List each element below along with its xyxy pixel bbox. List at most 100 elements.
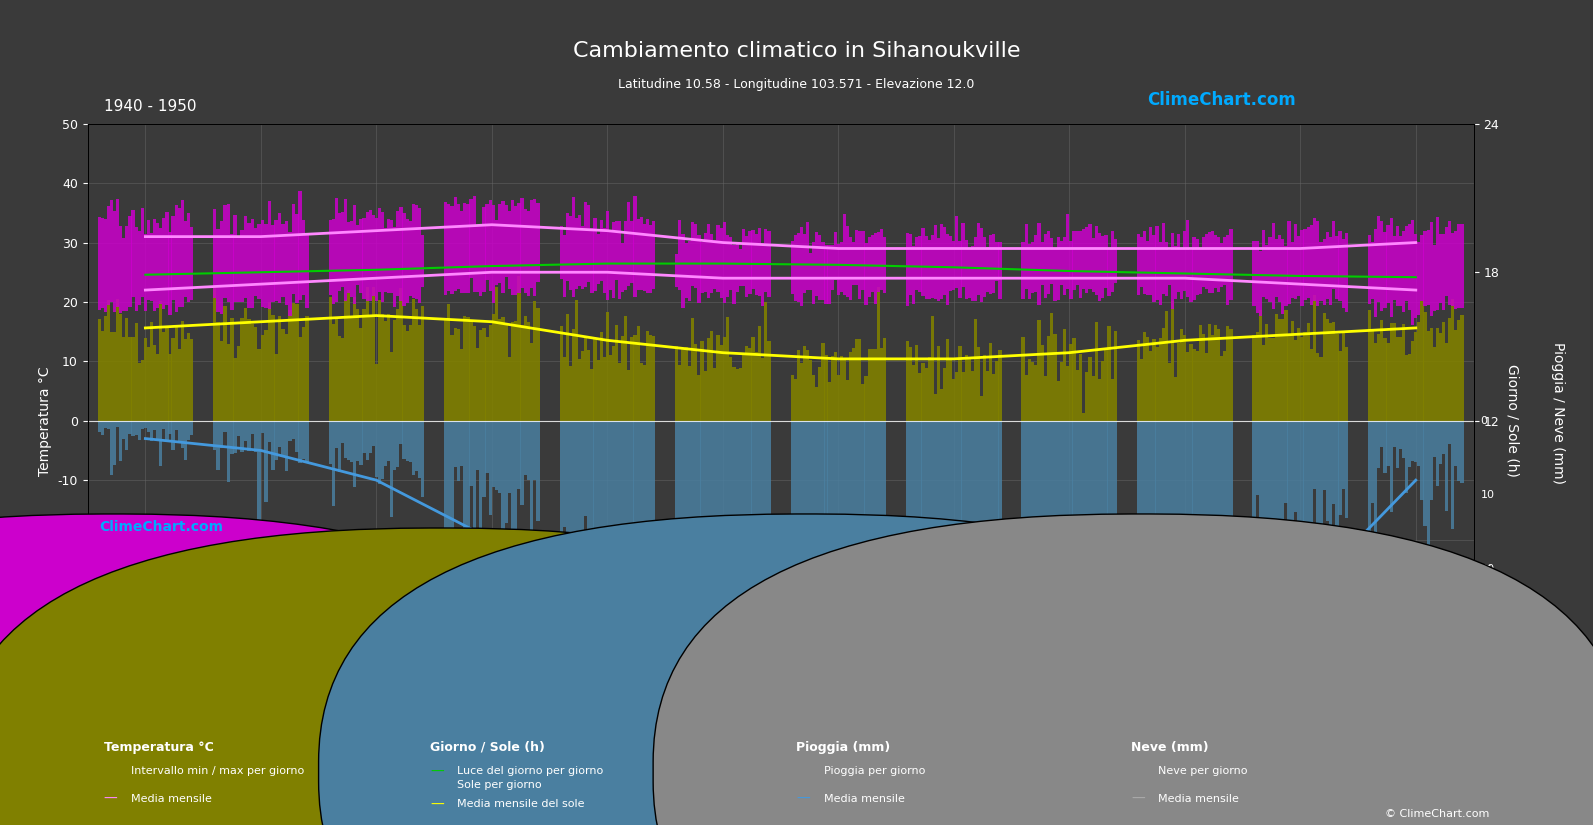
Bar [414, 205, 417, 299]
Bar [1195, 351, 1198, 421]
Bar [569, 366, 572, 421]
Bar [1091, 376, 1094, 421]
Bar [714, 421, 717, 636]
Bar [406, 331, 409, 421]
Bar [609, 355, 612, 421]
Bar [1098, 233, 1101, 301]
Bar [1383, 421, 1386, 473]
Bar [1152, 339, 1155, 421]
Bar [406, 421, 409, 461]
Text: ClimeChart.com: ClimeChart.com [99, 520, 223, 534]
Bar [717, 421, 720, 703]
Bar [1114, 421, 1117, 614]
Bar [739, 368, 742, 421]
Bar [852, 348, 855, 421]
Bar [634, 421, 637, 703]
Bar [527, 421, 530, 480]
Bar [186, 213, 190, 302]
Bar [605, 211, 609, 300]
Bar [268, 201, 271, 309]
Bar [1082, 412, 1085, 421]
Bar [277, 316, 282, 421]
Bar [397, 210, 400, 295]
Bar [365, 212, 368, 301]
Bar [1281, 238, 1284, 314]
Bar [1421, 235, 1424, 301]
Bar [1227, 421, 1230, 563]
Bar [816, 232, 819, 296]
Bar [234, 215, 237, 302]
Bar [1287, 334, 1290, 421]
Bar [1104, 351, 1107, 421]
Bar [357, 225, 360, 285]
Bar [537, 308, 540, 421]
Bar [1034, 365, 1037, 421]
Bar [1294, 224, 1297, 299]
Bar [973, 319, 977, 421]
Bar [186, 421, 190, 441]
Bar [572, 197, 575, 297]
Bar [341, 337, 344, 421]
Bar [642, 365, 645, 421]
Bar [414, 309, 417, 421]
Bar [1411, 342, 1415, 421]
Bar [943, 228, 946, 295]
Bar [1378, 334, 1381, 421]
Bar [628, 370, 631, 421]
Bar [1149, 421, 1152, 531]
Bar [534, 199, 537, 295]
Bar [285, 221, 288, 305]
Bar [1411, 220, 1415, 325]
Bar [403, 214, 406, 306]
Bar [967, 358, 970, 421]
Bar [682, 421, 685, 703]
Bar [229, 421, 234, 454]
Bar [637, 326, 640, 421]
Bar [977, 223, 980, 295]
Bar [827, 382, 830, 421]
Bar [631, 221, 634, 283]
Bar [183, 339, 186, 421]
Bar [746, 421, 749, 540]
Bar [1438, 333, 1442, 421]
Bar [1341, 239, 1344, 308]
Bar [495, 220, 499, 285]
Bar [393, 228, 397, 307]
Bar [1442, 322, 1445, 421]
Bar [1451, 299, 1454, 421]
Bar [793, 235, 796, 300]
Bar [1442, 233, 1445, 310]
Bar [578, 359, 581, 421]
Bar [1050, 314, 1053, 421]
Bar [953, 241, 956, 290]
Bar [1454, 231, 1458, 309]
Bar [849, 352, 852, 421]
Bar [1207, 421, 1211, 519]
Bar [924, 421, 927, 703]
Text: 0: 0 [1480, 416, 1488, 426]
Bar [1344, 346, 1348, 421]
Bar [809, 421, 812, 703]
Bar [1300, 421, 1303, 547]
Bar [591, 228, 594, 293]
Bar [1322, 313, 1325, 421]
Bar [282, 421, 285, 457]
Bar [812, 243, 816, 304]
Bar [685, 347, 688, 421]
Bar [921, 421, 924, 549]
Bar [1313, 218, 1316, 301]
Bar [451, 335, 454, 421]
Bar [1107, 421, 1110, 559]
Bar [1445, 227, 1448, 295]
Bar [594, 339, 597, 421]
Bar [569, 216, 572, 290]
Bar [1082, 229, 1085, 290]
Bar [473, 196, 476, 292]
Bar [226, 344, 229, 421]
Bar [1164, 311, 1168, 421]
Bar [746, 235, 749, 296]
Bar [855, 339, 859, 421]
Bar [1438, 421, 1442, 464]
Bar [220, 342, 223, 421]
Bar [962, 421, 965, 527]
